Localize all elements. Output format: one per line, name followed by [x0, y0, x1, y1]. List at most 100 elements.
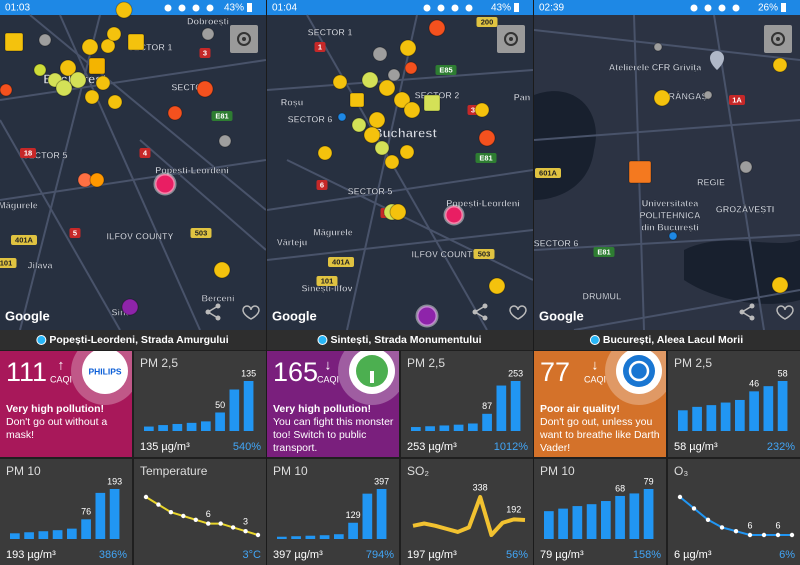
point — [747, 532, 753, 538]
station-marker[interactable] — [107, 94, 123, 110]
station-marker[interactable] — [196, 80, 214, 98]
station-marker[interactable] — [89, 172, 105, 188]
station-marker[interactable] — [399, 39, 417, 57]
station-marker[interactable] — [378, 79, 396, 97]
station-marker[interactable] — [368, 111, 386, 129]
station-marker[interactable] — [404, 61, 418, 75]
station-marker[interactable] — [361, 71, 379, 89]
station-marker[interactable] — [443, 204, 465, 226]
map-label: Atelierele CFR Grivița — [609, 62, 703, 72]
favorite-icon[interactable] — [776, 305, 794, 320]
road-shield — [20, 148, 36, 158]
map[interactable]: Atelierele CFR Grivița CRÂNGAȘI REGIE Unive… — [534, 14, 800, 331]
headline: Poor air quality! — [540, 403, 620, 415]
road — [267, 229, 533, 261]
favorite-icon[interactable] — [242, 305, 260, 320]
station-marker[interactable] — [374, 140, 390, 156]
station-marker[interactable] — [317, 145, 333, 161]
station-marker[interactable] — [428, 19, 446, 37]
station-marker[interactable] — [474, 102, 490, 118]
point — [733, 529, 739, 534]
logo-mark — [370, 371, 374, 383]
station-marker[interactable] — [88, 57, 106, 75]
station-marker[interactable] — [84, 89, 100, 105]
station-marker[interactable] — [201, 27, 215, 41]
station-marker[interactable] — [488, 277, 506, 295]
station-marker[interactable] — [771, 276, 789, 294]
sensor-tile[interactable]: PM 10 129 397 397 µg/m³ 794% — [267, 459, 399, 565]
station-marker[interactable] — [387, 68, 401, 82]
station-marker[interactable] — [628, 160, 652, 184]
station-marker[interactable] — [393, 91, 411, 109]
sensor-tile[interactable]: PM 2,5 46 58 58 µg/m³ 232% — [668, 351, 800, 457]
caqi-tile[interactable]: 165 ↓CAQI Very high pollution!You can figh… — [267, 337, 406, 457]
station-marker[interactable] — [668, 231, 678, 241]
bar — [52, 530, 63, 539]
sensor-tile[interactable]: Temperature 6 3 3°C — [134, 459, 266, 565]
station-marker[interactable] — [399, 144, 415, 160]
station-marker[interactable] — [739, 160, 753, 174]
station-marker[interactable] — [772, 57, 788, 73]
station-marker[interactable] — [115, 1, 133, 19]
station-marker[interactable] — [121, 298, 139, 316]
tile-title: PM 10 — [6, 464, 41, 478]
bar — [439, 425, 450, 431]
station-marker[interactable] — [127, 33, 145, 51]
station-marker[interactable] — [389, 203, 407, 221]
message-box: Very high pollution! You can fight this m… — [273, 403, 397, 455]
station-marker[interactable] — [106, 26, 122, 42]
point — [789, 532, 795, 538]
station-marker[interactable] — [415, 304, 439, 328]
road-shield — [328, 257, 354, 267]
sensor-tile[interactable]: SO₂ 338 192 197 µg/m³ 56% — [401, 459, 533, 565]
station-marker[interactable] — [423, 94, 441, 112]
caqi-value: 165 — [273, 357, 318, 387]
sensor-tile[interactable]: PM 2,5 87 253 253 µg/m³ 1012% — [401, 351, 533, 457]
station-marker[interactable] — [167, 105, 183, 121]
favorite-icon[interactable] — [509, 305, 527, 320]
station-marker[interactable] — [332, 74, 348, 90]
station-marker[interactable] — [59, 59, 77, 77]
station-marker[interactable] — [38, 33, 52, 47]
station-marker[interactable] — [0, 83, 13, 97]
sensor-tile[interactable]: PM 10 68 79 79 µg/m³ 158% — [534, 459, 666, 565]
google-logo: Google — [272, 308, 317, 323]
station-marker[interactable] — [384, 154, 400, 170]
station-marker[interactable] — [478, 129, 496, 147]
station-marker[interactable] — [351, 117, 367, 133]
station-marker[interactable] — [349, 92, 365, 108]
sensor-tile[interactable]: PM 10 76 193 193 µg/m³ 386% — [0, 459, 132, 565]
sensor-tile[interactable]: O₃ 6 6 6 µg/m³ 6% — [668, 459, 800, 565]
road-shield — [475, 153, 497, 163]
sensor-tile[interactable]: PM 2,5 50 135 135 µg/m³ 540% — [134, 351, 266, 457]
station-marker[interactable] — [69, 71, 87, 89]
bar-label: 68 — [615, 483, 625, 493]
station-marker[interactable] — [33, 63, 47, 77]
caqi-tile[interactable]: PHILIPS 111 ↑CAQI Very high pollution!Don't… — [0, 337, 139, 457]
station-marker[interactable] — [213, 261, 231, 279]
station-marker[interactable] — [403, 101, 421, 119]
station-marker[interactable] — [372, 46, 388, 62]
bar — [95, 492, 106, 539]
station-marker[interactable] — [153, 172, 177, 196]
reading: 197 µg/m³ — [407, 549, 457, 561]
caqi-tile[interactable]: 77 ↓CAQI Poor air quality!Don't go out, un… — [534, 337, 673, 457]
station-marker[interactable] — [4, 32, 24, 52]
station-marker[interactable] — [55, 79, 73, 97]
bar — [229, 389, 240, 431]
reading: 397 µg/m³ — [273, 549, 323, 561]
station-marker[interactable] — [100, 38, 116, 54]
station-marker[interactable] — [218, 134, 232, 148]
station-marker[interactable] — [653, 89, 671, 107]
station-marker[interactable] — [363, 126, 381, 144]
locate-icon — [771, 32, 785, 46]
status-icon — [704, 4, 712, 12]
station-marker[interactable] — [703, 90, 713, 100]
station-marker[interactable] — [95, 75, 111, 91]
station-marker[interactable] — [337, 112, 347, 122]
station-marker[interactable] — [81, 38, 99, 56]
station-marker[interactable] — [653, 42, 663, 52]
bar — [615, 495, 625, 539]
